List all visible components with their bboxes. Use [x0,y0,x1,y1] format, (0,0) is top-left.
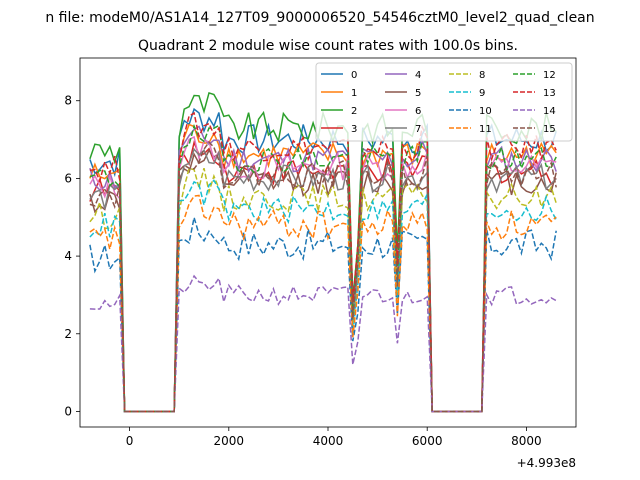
chart-title: Quadrant 2 module wise count rates with … [138,38,518,54]
y-tick-label: 2 [64,327,72,341]
x-tick-label: 4000 [313,434,344,448]
x-tick-label: 8000 [511,434,542,448]
legend-label-3: 3 [351,124,357,135]
legend-label-6: 6 [415,106,421,117]
legend-label-2: 2 [351,106,357,117]
x-tick-label: 0 [126,434,134,448]
y-tick-label: 6 [64,171,72,185]
legend-label-1: 1 [351,88,357,99]
y-tick-label: 8 [64,94,72,108]
legend-label-12: 12 [543,70,556,81]
y-tick-label: 0 [64,404,72,418]
y-tick-label: 4 [64,249,72,263]
series-line-8 [89,167,557,413]
x-tick-label: 2000 [214,434,245,448]
legend-label-0: 0 [351,70,357,81]
legend-label-13: 13 [543,88,556,99]
series-line-15 [89,140,557,413]
legend-label-7: 7 [415,124,421,135]
legend-label-15: 15 [543,124,556,135]
figure-suptitle: n file: modeM0/AS1A14_127T09_9000006520_… [45,10,594,26]
legend-box [315,62,573,142]
legend-label-8: 8 [479,70,485,81]
y-axis: 0 2 4 6 8 [64,94,80,418]
x-offset-label: +4.993e8 [517,456,576,470]
legend-label-14: 14 [543,106,556,117]
x-axis: 0 2000 4000 6000 8000 [126,427,542,448]
legend-label-10: 10 [479,106,492,117]
legend-label-5: 5 [415,88,421,99]
legend-label-9: 9 [479,88,485,99]
legend-label-11: 11 [479,124,492,135]
x-tick-label: 6000 [412,434,443,448]
legend-label-4: 4 [415,70,421,81]
